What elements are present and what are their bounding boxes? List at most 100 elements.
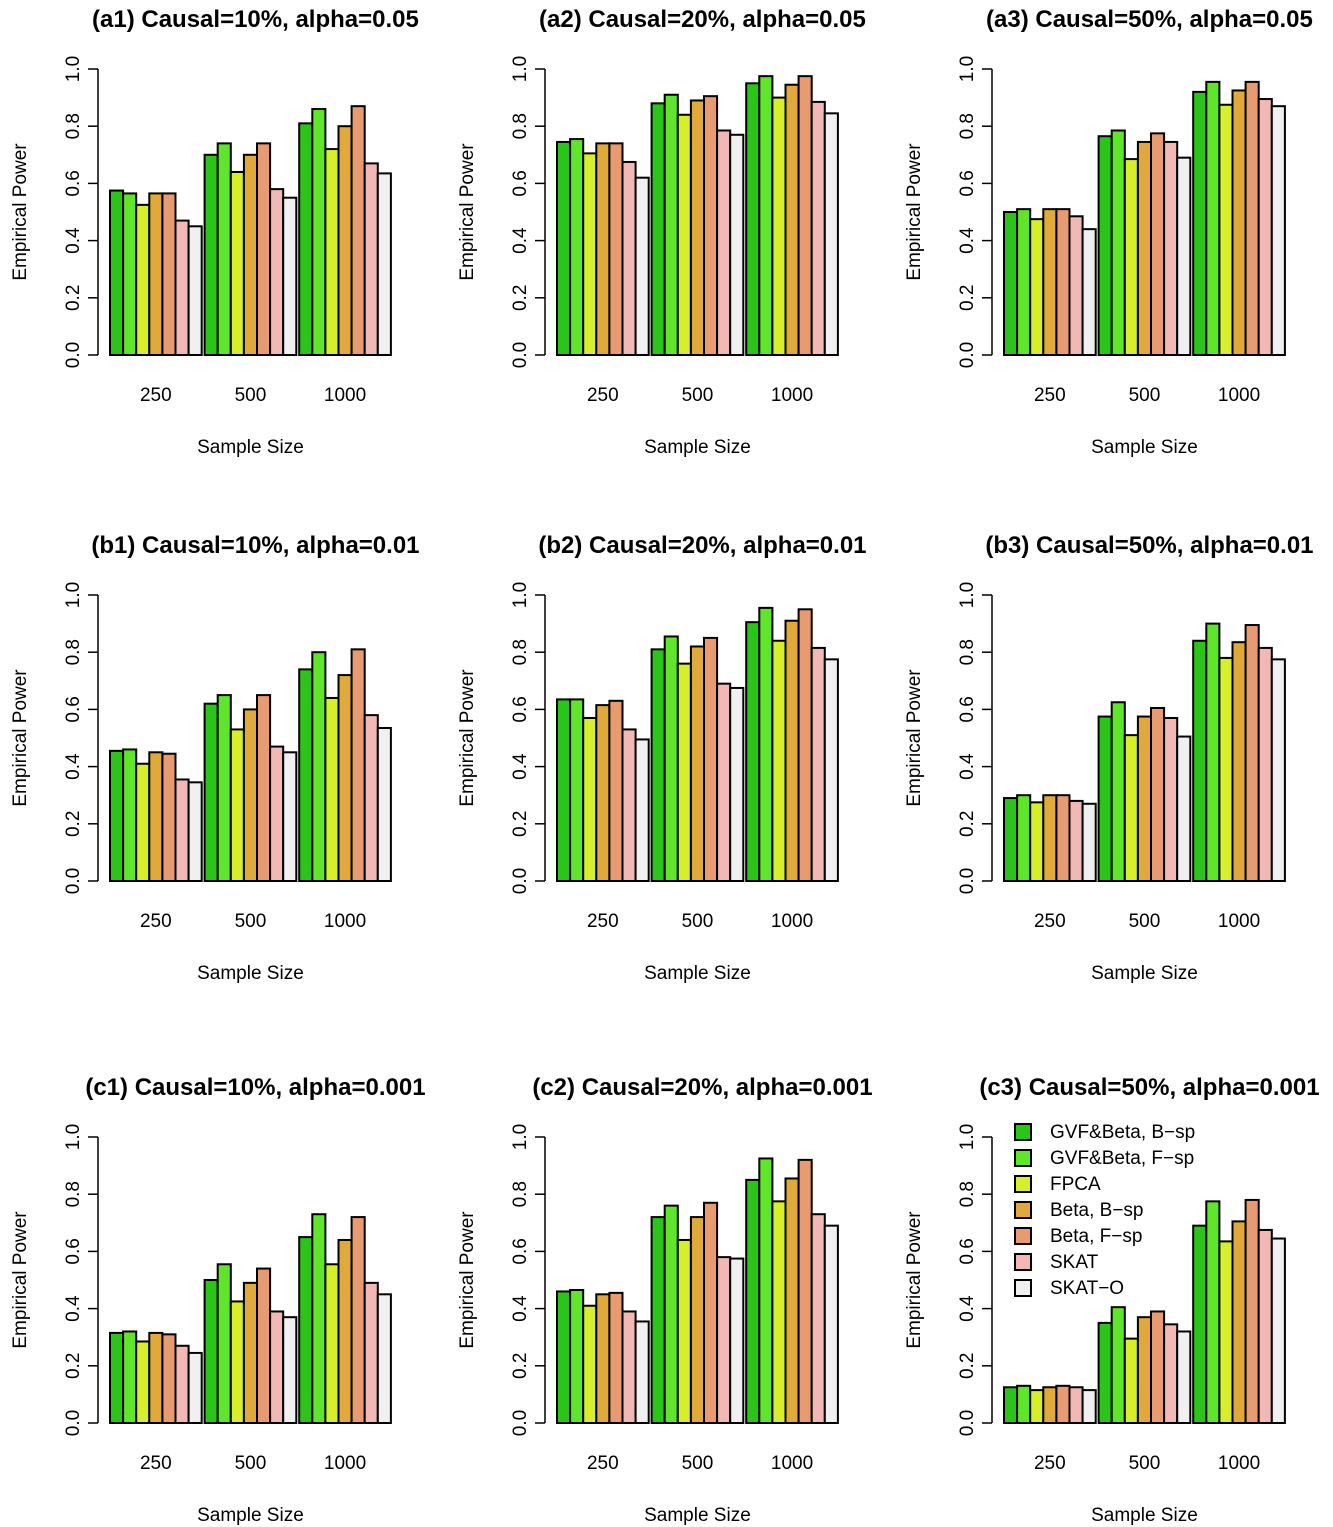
bar-250-series-3 — [135, 762, 151, 882]
bar-1000-series-3 — [771, 96, 787, 356]
bar-1000-series-7 — [376, 726, 392, 882]
y-tick-label: 0.8 — [510, 639, 531, 665]
legend-label: Beta, B−sp — [1050, 1200, 1143, 1221]
bar-250-series-7 — [1081, 1389, 1097, 1424]
bar-250-series-1 — [1003, 797, 1019, 882]
bar-500-series-1 — [1097, 1321, 1113, 1425]
bar-250-series-3 — [1029, 801, 1045, 882]
y-tick-label: 0.0 — [63, 868, 84, 894]
bar-500-series-3 — [676, 1238, 692, 1424]
legend-label: SKAT−O — [1050, 1278, 1124, 1299]
bar-250-series-5 — [1055, 208, 1071, 356]
bar-1000-series-7 — [376, 1293, 392, 1425]
bar-500-series-4 — [242, 1281, 258, 1424]
x-category-label: 250 — [140, 911, 172, 932]
bar-250-series-3 — [582, 1304, 598, 1424]
chart-panel-9: (c3) Causal=50%, alpha=0.001 0.0 0.2 0.4 0.6… — [904, 1074, 1320, 1526]
y-axis-label: Empirical Power — [457, 669, 478, 807]
x-category-label: 250 — [1034, 385, 1066, 406]
bar-500-series-4 — [689, 645, 706, 882]
bar-500-series-7 — [729, 133, 745, 356]
y-tick-label: 0.2 — [957, 811, 978, 837]
y-tick-label: 0.2 — [510, 285, 531, 311]
x-category-label: 1000 — [771, 1453, 813, 1474]
bar-1000-series-5 — [350, 105, 366, 357]
x-category-label: 1000 — [1218, 1453, 1260, 1474]
bar-500-series-6 — [1163, 716, 1179, 882]
x-category-label: 500 — [682, 911, 714, 932]
chart-panel-5: (b2) Causal=20%, alpha=0.01 0.0 0.2 0.4 0.6 0… — [457, 532, 867, 984]
bar-1000-series-2 — [1205, 1200, 1221, 1424]
bar-1000-series-5 — [797, 75, 813, 357]
x-category-label: 500 — [682, 385, 714, 406]
bar-250-series-5 — [1055, 1384, 1071, 1424]
bar-500-series-6 — [1163, 140, 1179, 356]
y-tick-label: 0.0 — [957, 1410, 978, 1436]
bar-1000-series-4 — [337, 674, 353, 883]
bar-250-series-5 — [161, 192, 177, 356]
bar-1000-series-3 — [1218, 656, 1234, 882]
bar-250-series-7 — [187, 225, 203, 356]
bar-500-series-4 — [1136, 1316, 1153, 1425]
bar-1000-series-3 — [324, 696, 340, 883]
y-axis-label: Empirical Power — [457, 1211, 478, 1349]
bar-1000-series-2 — [311, 108, 327, 357]
legend-label: Beta, F−sp — [1050, 1226, 1142, 1247]
bar-250-series-5 — [608, 699, 624, 882]
y-tick-label: 0.8 — [957, 1181, 978, 1207]
x-axis-label: Sample Size — [197, 963, 304, 984]
x-category-label: 500 — [1129, 1453, 1161, 1474]
bar-500-series-4 — [689, 1216, 706, 1424]
bar-250-series-2 — [122, 748, 138, 882]
legend-swatch — [1014, 1227, 1032, 1245]
bar-1000-series-7 — [1270, 1237, 1286, 1425]
bar-1000-series-1 — [298, 122, 314, 356]
bar-1000-series-5 — [350, 648, 366, 883]
y-axis-label: Empirical Power — [904, 669, 925, 807]
y-tick-label: 0.8 — [510, 1181, 531, 1207]
chart-panel-2: (a2) Causal=20%, alpha=0.05 0.0 0.2 0.4 0.6 0… — [457, 6, 866, 458]
y-tick-label: 0.0 — [510, 1410, 531, 1436]
bar-1000-series-5 — [350, 1216, 366, 1424]
bar-500-series-2 — [1110, 129, 1126, 356]
y-tick-label: 0.6 — [63, 1238, 84, 1264]
bar-250-series-7 — [634, 176, 650, 356]
x-category-label: 500 — [235, 911, 267, 932]
y-tick-label: 1.0 — [510, 56, 531, 82]
y-tick-label: 0.0 — [510, 342, 531, 368]
bar-500-series-7 — [282, 751, 298, 882]
y-axis-label: Empirical Power — [904, 143, 925, 281]
bar-250-series-2 — [122, 1330, 138, 1424]
y-tick-label: 0.8 — [510, 113, 531, 139]
bar-500-series-2 — [216, 142, 232, 356]
y-tick-label: 0.8 — [63, 113, 84, 139]
x-category-label: 1000 — [771, 911, 813, 932]
y-tick-label: 0.2 — [510, 1353, 531, 1379]
bar-1000-series-6 — [363, 1281, 379, 1424]
bar-250-series-1 — [109, 189, 125, 356]
bar-1000-series-3 — [771, 1200, 787, 1424]
y-tick-label: 0.6 — [957, 696, 978, 722]
y-tick-label: 0.4 — [510, 1295, 531, 1322]
bar-250-series-3 — [135, 203, 151, 356]
x-category-label: 1000 — [771, 385, 813, 406]
panel-title: (c2) Causal=20%, alpha=0.001 — [532, 1074, 872, 1101]
bar-1000-series-7 — [1270, 105, 1286, 357]
bar-500-series-5 — [703, 636, 719, 883]
bar-500-series-1 — [650, 102, 666, 356]
bar-250-series-6 — [174, 219, 190, 356]
y-tick-label: 0.2 — [510, 811, 531, 837]
bar-250-series-5 — [161, 1333, 177, 1424]
y-tick-label: 1.0 — [63, 1124, 84, 1150]
bar-250-series-4 — [1042, 1386, 1058, 1424]
bar-1000-series-2 — [311, 1213, 327, 1424]
bar-250-series-1 — [556, 1290, 572, 1424]
bar-250-series-1 — [556, 140, 572, 356]
bar-250-series-6 — [174, 778, 190, 882]
y-axis-label: Empirical Power — [457, 143, 478, 281]
bar-250-series-3 — [1029, 1389, 1045, 1424]
y-tick-label: 1.0 — [957, 582, 978, 608]
bar-1000-series-6 — [363, 714, 379, 882]
x-category-label: 500 — [235, 385, 267, 406]
bar-500-series-2 — [1110, 1306, 1126, 1425]
